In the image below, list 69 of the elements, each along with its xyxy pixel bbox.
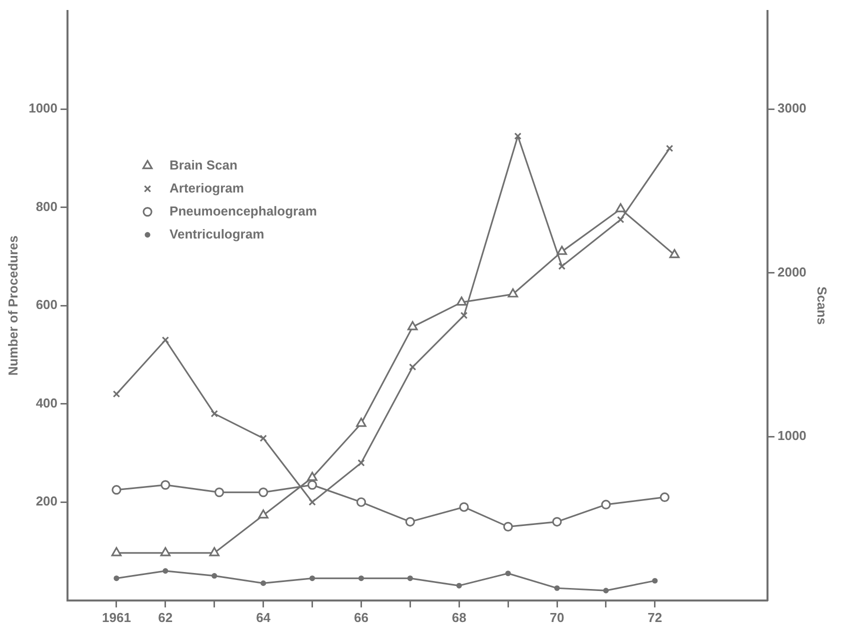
point <box>258 488 268 498</box>
point <box>503 522 513 532</box>
y-axis-title: Number of Procedures <box>5 236 20 376</box>
point <box>407 575 413 582</box>
point <box>508 288 518 298</box>
legend-label: Pneumoencephalogram <box>170 203 317 218</box>
point <box>356 497 366 507</box>
point <box>456 582 462 588</box>
point <box>603 588 609 594</box>
point <box>405 516 415 527</box>
legend-label: Arteriogram <box>170 180 244 196</box>
point <box>258 509 268 519</box>
y-tick-label: 400 <box>36 395 58 410</box>
x-tick-label: 72 <box>648 610 662 625</box>
point <box>212 573 218 579</box>
y2-tick-label: 3000 <box>777 100 806 116</box>
point <box>307 480 318 490</box>
x-tick-label: 66 <box>354 610 368 625</box>
point <box>160 547 171 556</box>
point <box>210 410 218 418</box>
point <box>112 485 122 495</box>
point <box>260 434 267 442</box>
legend-label: Ventriculogram <box>170 226 264 242</box>
point <box>112 390 120 398</box>
point <box>356 418 366 427</box>
x-tick-label: 70 <box>550 610 564 625</box>
x-tick-label: 64 <box>256 610 272 625</box>
point <box>162 336 170 344</box>
point <box>616 203 626 212</box>
point <box>617 216 624 224</box>
x-tick-label: 62 <box>158 610 173 625</box>
x-tick-label: 1961 <box>102 610 131 625</box>
point <box>558 262 566 270</box>
y-tick-label: 200 <box>36 494 58 509</box>
point <box>407 321 418 330</box>
point <box>552 516 562 527</box>
point <box>456 296 467 306</box>
point <box>505 570 511 576</box>
point <box>652 578 658 584</box>
point <box>209 547 220 556</box>
point <box>160 480 170 490</box>
point <box>307 472 318 481</box>
point <box>162 568 168 574</box>
x-tick-label: 68 <box>452 610 466 625</box>
y-tick-label: 600 <box>36 297 58 312</box>
point <box>514 132 522 140</box>
point <box>669 249 680 258</box>
y2-tick-label: 1000 <box>777 428 806 444</box>
point <box>601 500 611 510</box>
point <box>260 580 266 586</box>
point <box>660 492 670 502</box>
point <box>460 312 468 320</box>
point <box>554 585 560 591</box>
y2-axis-title: Scans <box>814 286 830 325</box>
point <box>666 144 674 152</box>
point <box>459 502 469 512</box>
point <box>556 246 568 255</box>
point <box>309 575 316 582</box>
point <box>214 488 224 498</box>
y-tick-label: 1000 <box>28 100 58 116</box>
point <box>358 575 364 582</box>
y-tick-label: 800 <box>36 198 58 214</box>
point <box>308 498 316 506</box>
point <box>114 575 120 582</box>
legend-label: Brain Scan <box>170 157 238 172</box>
point <box>111 547 122 556</box>
y2-tick-label: 2000 <box>777 264 806 280</box>
point <box>358 459 365 466</box>
point <box>408 363 416 371</box>
